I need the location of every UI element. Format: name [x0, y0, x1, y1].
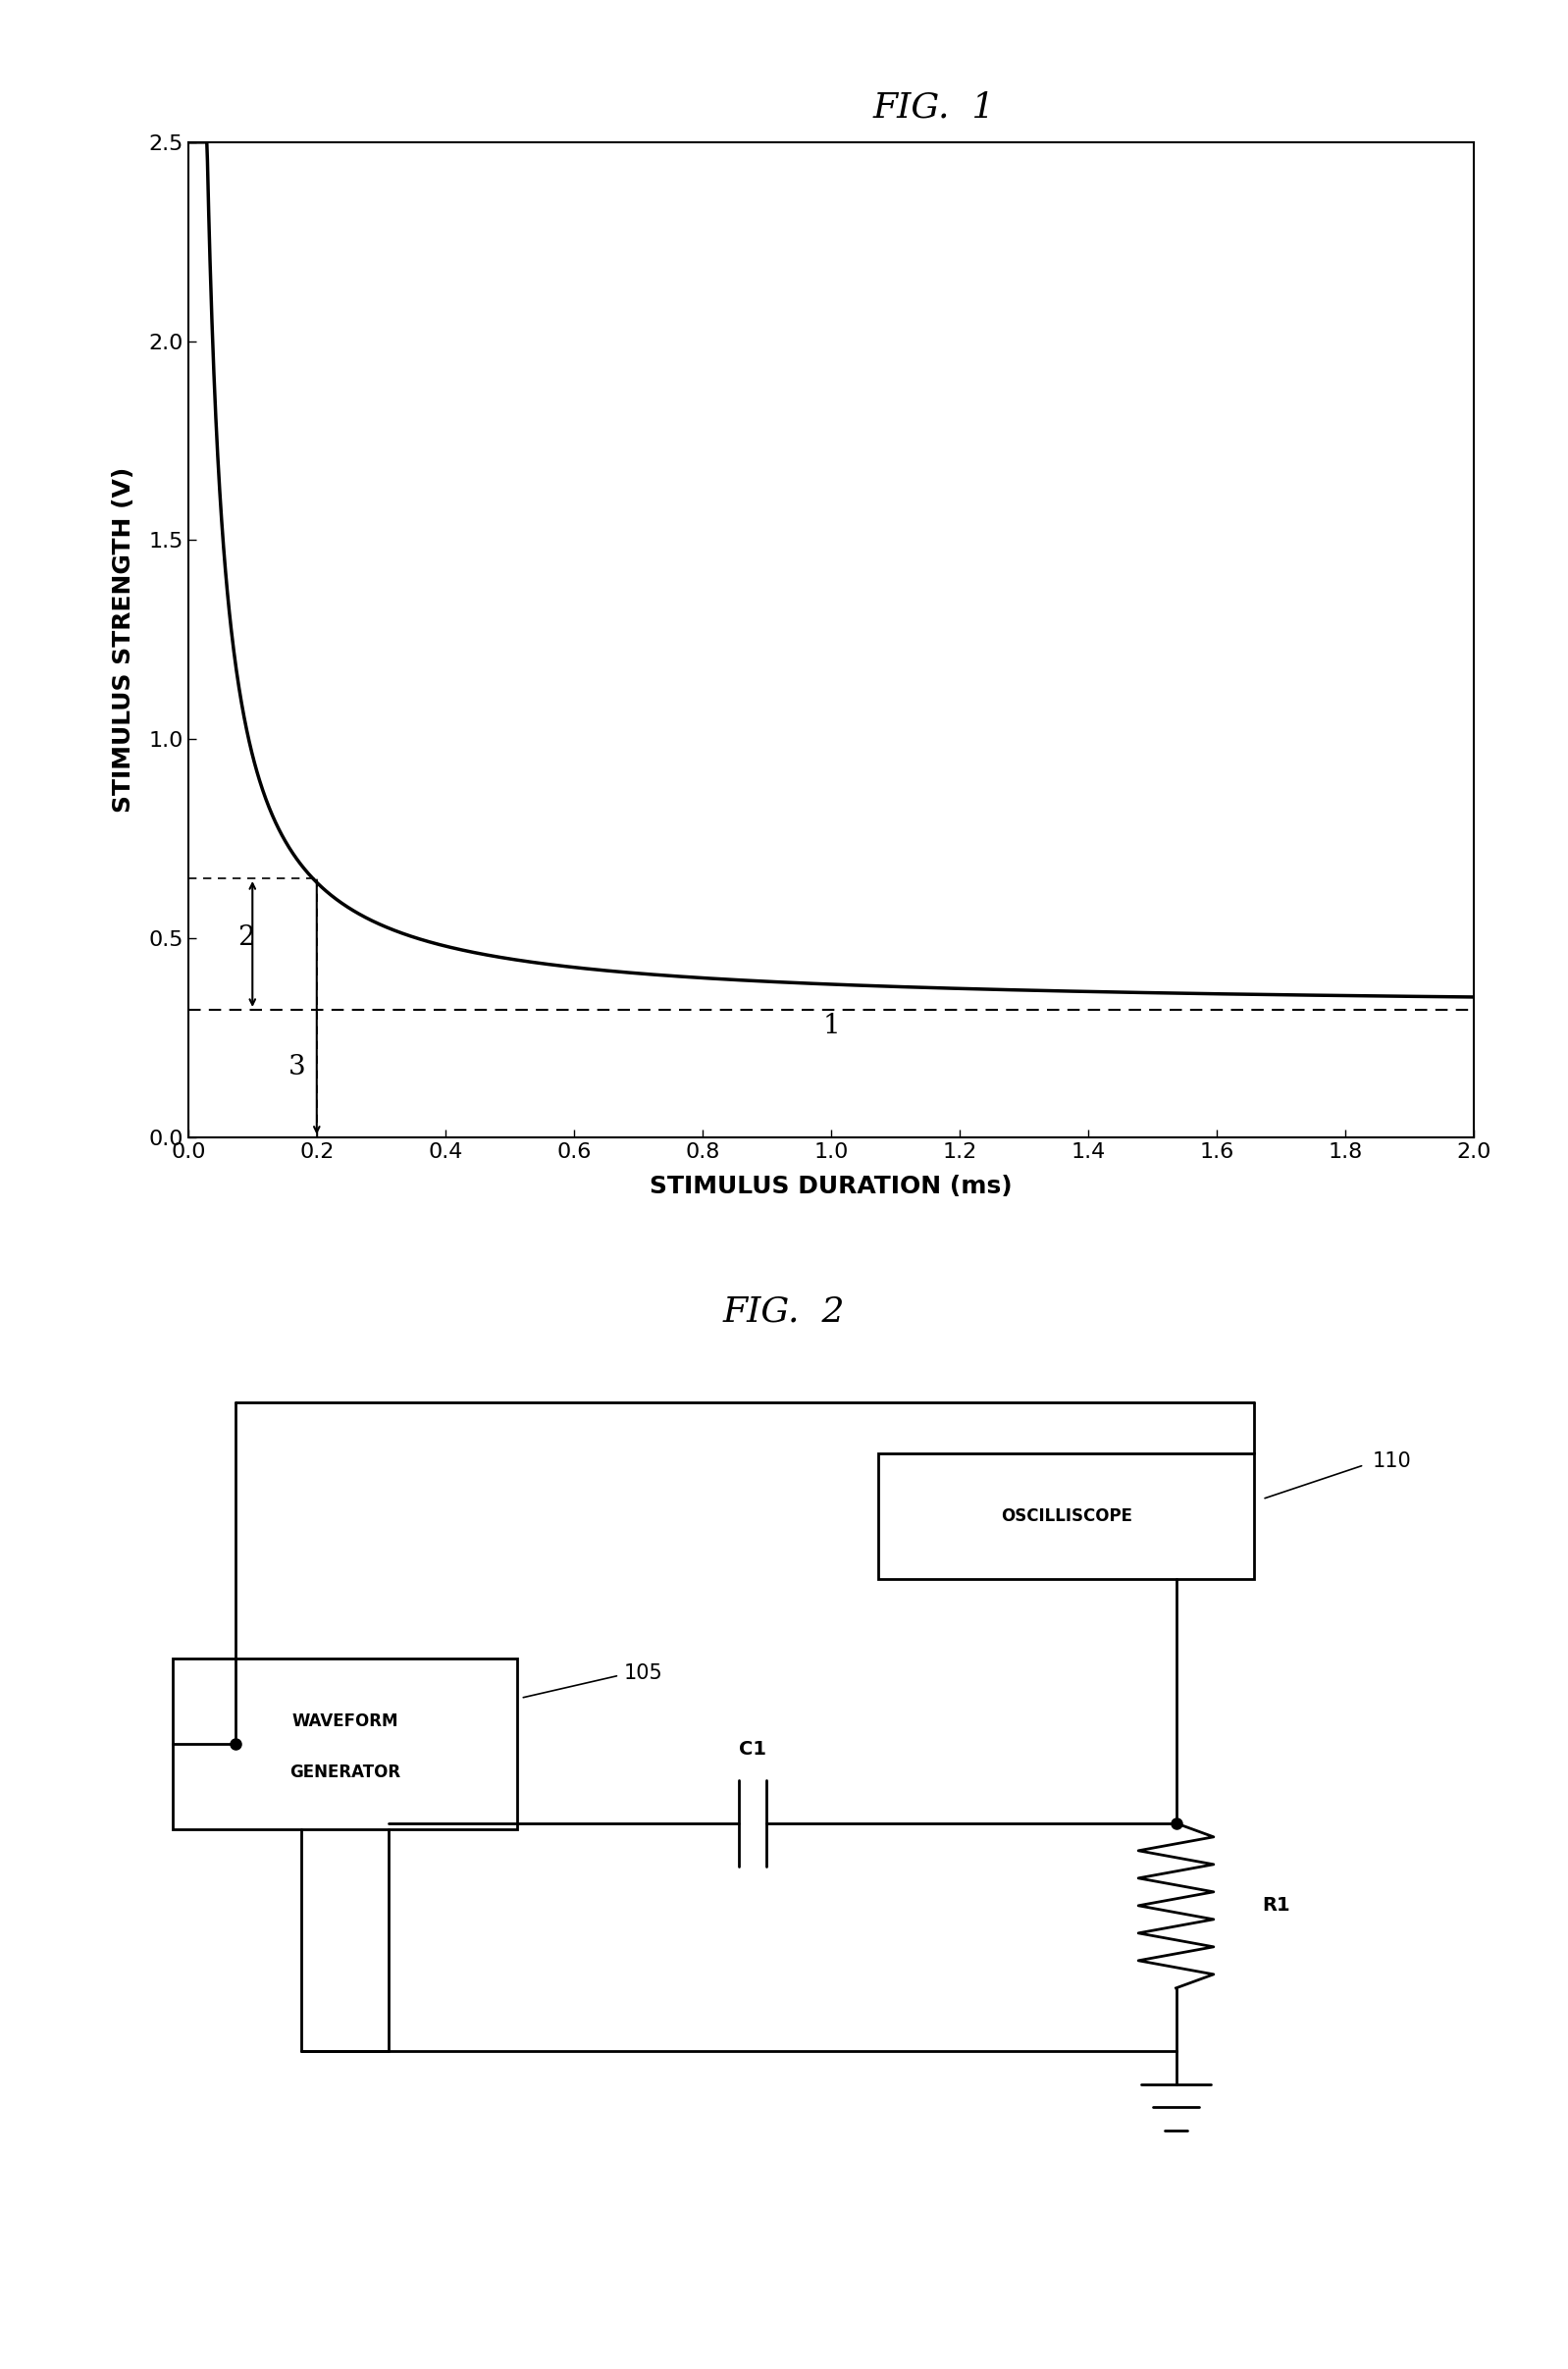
X-axis label: STIMULUS DURATION (ms): STIMULUS DURATION (ms)	[649, 1175, 1013, 1199]
Text: C1: C1	[739, 1739, 767, 1758]
Text: FIG.  2: FIG. 2	[723, 1296, 845, 1329]
Text: 1: 1	[822, 1012, 840, 1040]
Text: OSCILLISCOPE: OSCILLISCOPE	[1000, 1507, 1132, 1526]
Text: WAVEFORM: WAVEFORM	[292, 1713, 398, 1729]
Text: 2: 2	[237, 924, 254, 952]
Bar	[878, 1455, 1254, 1578]
Title: FIG.  1: FIG. 1	[873, 90, 996, 126]
Text: 105: 105	[624, 1663, 663, 1682]
Text: GENERATOR: GENERATOR	[290, 1763, 400, 1781]
Text: 110: 110	[1372, 1452, 1411, 1471]
Text: R1: R1	[1262, 1895, 1290, 1914]
Bar	[172, 1658, 517, 1829]
Y-axis label: STIMULUS STRENGTH (V): STIMULUS STRENGTH (V)	[111, 467, 135, 813]
Text: 3: 3	[289, 1054, 306, 1080]
